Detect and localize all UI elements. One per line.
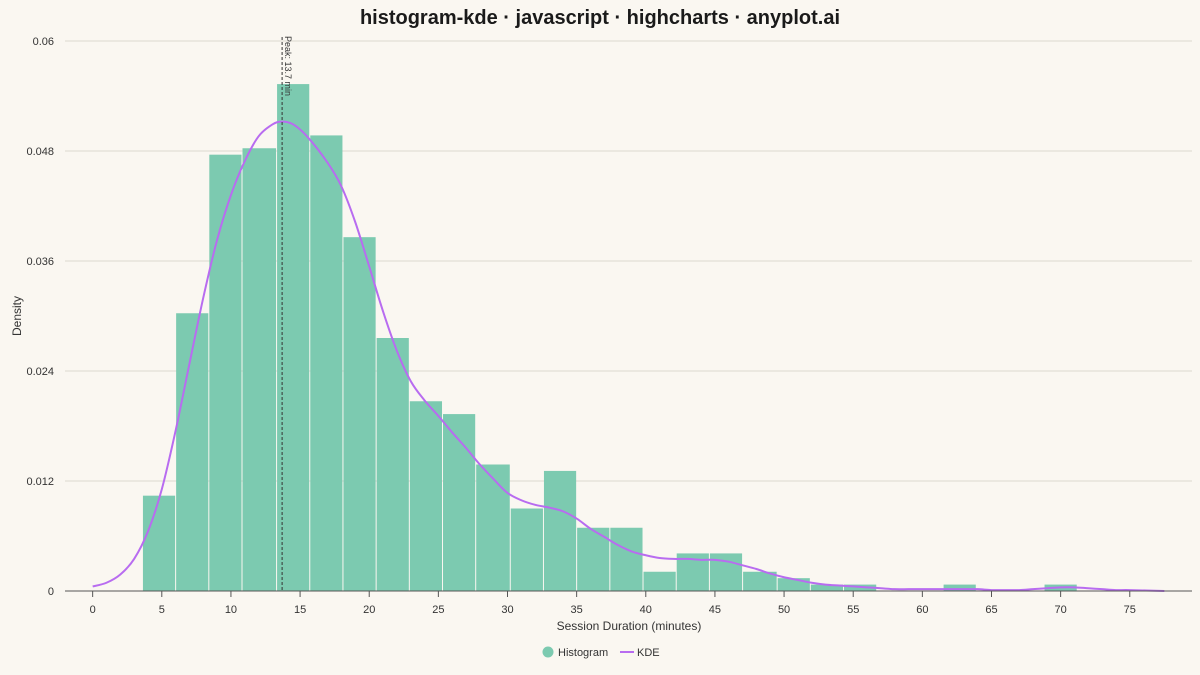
axes: 0 0.012 0.024 0.036 0.048 0.06 0 5 10 15 20 25 30 35 4… bbox=[26, 36, 1192, 616]
x-tick-label: 40 bbox=[640, 604, 652, 616]
x-tick-label: 70 bbox=[1055, 604, 1067, 616]
x-tick-label: 60 bbox=[916, 604, 928, 616]
legend-marker bbox=[542, 646, 554, 658]
histogram-bar[interactable] bbox=[209, 154, 242, 591]
y-tick-label: 0 bbox=[48, 586, 54, 598]
histogram-bar[interactable] bbox=[476, 464, 510, 592]
x-tick-label: 35 bbox=[571, 604, 583, 616]
histogram-bar[interactable] bbox=[577, 527, 610, 591]
x-tick-label: 15 bbox=[294, 604, 306, 616]
histogram-bar[interactable] bbox=[510, 508, 543, 592]
histogram-bar[interactable] bbox=[610, 527, 643, 591]
x-axis-title: Session Duration (minutes) bbox=[557, 619, 702, 633]
histogram-bar[interactable] bbox=[176, 313, 209, 591]
histogram-bars bbox=[142, 84, 1077, 592]
x-tick-label: 30 bbox=[501, 604, 513, 616]
y-tick-label: 0.048 bbox=[26, 146, 54, 158]
histogram-bar[interactable] bbox=[376, 338, 409, 591]
histogram-bar[interactable] bbox=[943, 584, 976, 591]
histogram-bar[interactable] bbox=[810, 584, 844, 591]
x-tick-label: 50 bbox=[778, 604, 790, 616]
histogram-bar[interactable] bbox=[310, 135, 343, 591]
y-tick-label: 0.024 bbox=[26, 366, 54, 378]
y-axis-title: Density bbox=[10, 296, 24, 336]
histogram-bar[interactable] bbox=[142, 495, 176, 591]
legend-item-histogram[interactable]: Histogram bbox=[542, 646, 609, 660]
histogram-bar[interactable] bbox=[343, 237, 376, 591]
x-tick-label: 20 bbox=[363, 604, 375, 616]
legend-item-kde[interactable]: KDE bbox=[620, 647, 660, 659]
x-tick-label: 55 bbox=[847, 604, 859, 616]
histogram-bar[interactable] bbox=[743, 571, 777, 591]
y-tick-label: 0.036 bbox=[26, 256, 54, 268]
histogram-bar[interactable] bbox=[643, 571, 676, 591]
legend: Histogram KDE bbox=[542, 646, 660, 660]
x-tick-label: 45 bbox=[709, 604, 721, 616]
kde-series bbox=[92, 120, 1165, 592]
legend-label: KDE bbox=[637, 647, 660, 659]
histogram-bar[interactable] bbox=[409, 401, 443, 591]
x-tick-label: 25 bbox=[432, 604, 444, 616]
annotations: Peak: 13.7 min bbox=[281, 36, 293, 591]
histogram-bar[interactable] bbox=[543, 470, 577, 591]
x-tick-label: 5 bbox=[159, 604, 165, 616]
chart-title: histogram-kde · javascript · highcharts … bbox=[360, 7, 840, 29]
x-tick-label: 10 bbox=[225, 604, 237, 616]
x-tick-label: 0 bbox=[90, 604, 96, 616]
peak-label: Peak: 13.7 min bbox=[283, 36, 293, 96]
legend-label: Histogram bbox=[558, 647, 608, 659]
histogram-bar[interactable] bbox=[242, 148, 277, 591]
x-tick-label: 65 bbox=[985, 604, 997, 616]
y-tick-label: 0.012 bbox=[26, 476, 54, 488]
histogram-bar[interactable] bbox=[443, 414, 476, 591]
y-tick-label: 0.06 bbox=[33, 36, 54, 48]
x-tick-label: 75 bbox=[1124, 604, 1136, 616]
kde-line[interactable] bbox=[92, 120, 1165, 592]
